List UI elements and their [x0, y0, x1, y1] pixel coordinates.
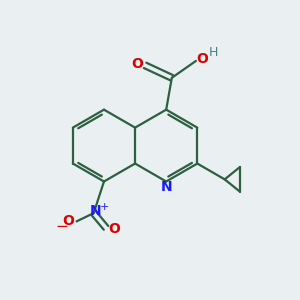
Text: N: N: [161, 180, 172, 194]
Text: N: N: [89, 204, 101, 218]
Text: −: −: [55, 219, 68, 234]
Text: +: +: [100, 202, 109, 212]
Text: O: O: [108, 222, 120, 236]
Text: O: O: [62, 214, 74, 228]
Text: H: H: [209, 46, 218, 59]
Text: O: O: [196, 52, 208, 67]
Text: O: O: [131, 57, 143, 71]
